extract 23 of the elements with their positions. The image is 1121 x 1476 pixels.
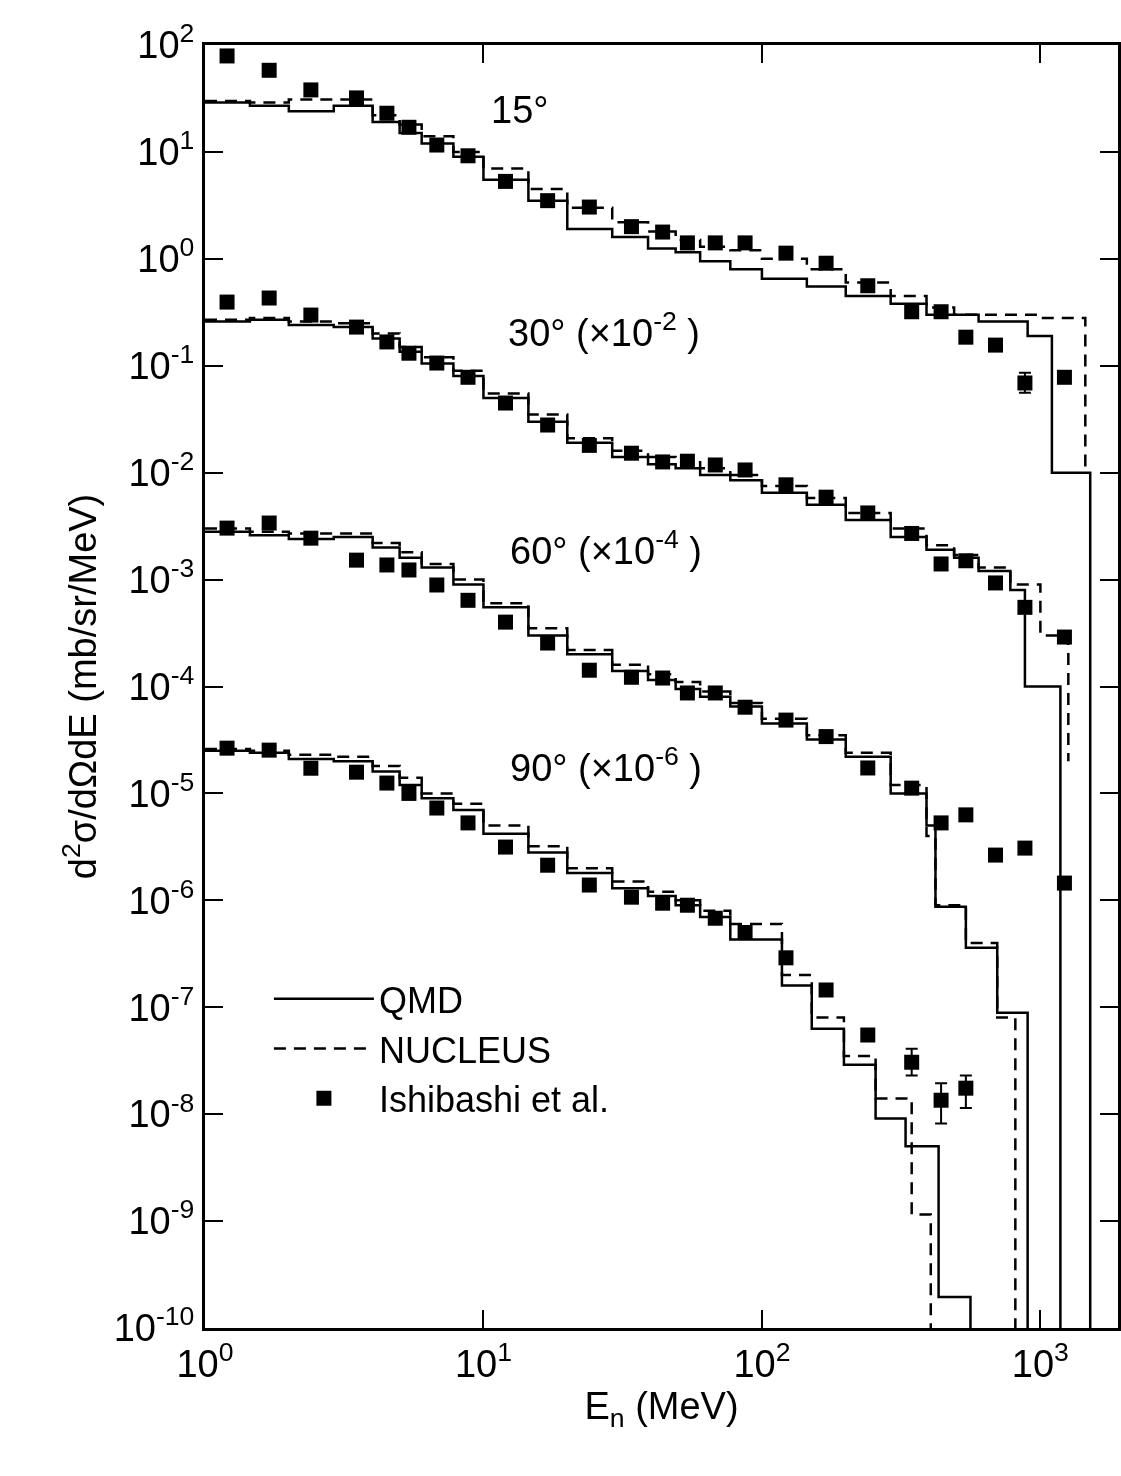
x-tick-label: 10$^{2}$ xyxy=(733,1336,791,1385)
legend-label: Ishibashi et al. xyxy=(378,1079,610,1121)
legend-label: NUCLEUS xyxy=(378,1029,551,1071)
annotation: 60° (×10$^{-4}$ ) xyxy=(510,524,703,572)
y-tick-label: 10$^{-6}$ xyxy=(128,873,195,922)
y-tick-label: 10$^{-5}$ xyxy=(128,766,195,815)
y-tick-label: 10$^{1}$ xyxy=(137,125,195,174)
annotation: 30° (×10$^{-2}$ ) xyxy=(508,306,701,354)
y-tick-label: 10$^{0}$ xyxy=(137,232,195,281)
y-tick-label: 10$^{-3}$ xyxy=(128,552,195,601)
y-tick-label: 10$^{-1}$ xyxy=(128,339,195,388)
annotation: 90° (×10$^{-6}$ ) xyxy=(510,741,703,789)
y-tick-label: 10$^{-7}$ xyxy=(128,980,195,1029)
y-tick-label: 10$^{-4}$ xyxy=(128,659,195,708)
x-axis-title: E$_{n}$ (MeV) xyxy=(584,1384,739,1433)
y-tick-label: 10$^{-2}$ xyxy=(128,446,195,494)
x-tick-label: 10$^{1}$ xyxy=(454,1336,512,1385)
legend-label: QMD xyxy=(378,979,463,1021)
y-tick-label: 10$^{-8}$ xyxy=(128,1087,195,1136)
y-tick-label: 10$^{-9}$ xyxy=(128,1194,195,1243)
y-tick-label: 10$^{2}$ xyxy=(137,18,195,67)
x-tick-label: 10$^{3}$ xyxy=(1011,1336,1069,1385)
annotation: 15° xyxy=(491,89,549,131)
